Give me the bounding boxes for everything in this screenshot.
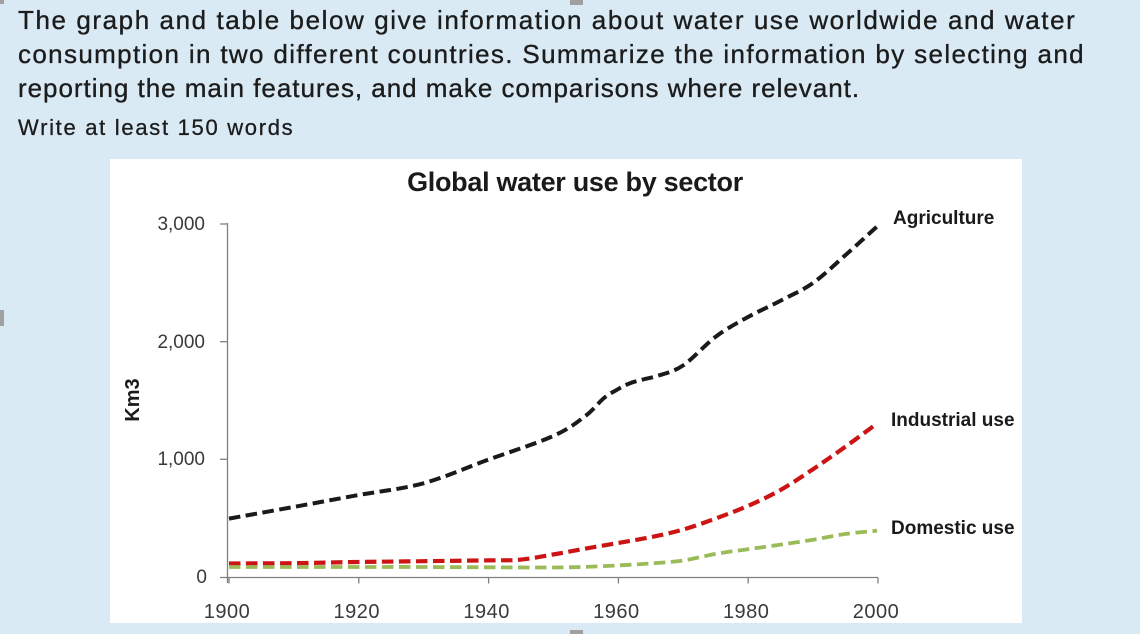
- svg-text:Domestic use: Domestic use: [891, 518, 1015, 539]
- svg-text:1960: 1960: [593, 601, 640, 623]
- svg-text:1920: 1920: [334, 601, 381, 623]
- svg-text:1900: 1900: [204, 601, 251, 623]
- svg-text:3,000: 3,000: [157, 214, 205, 235]
- svg-text:Agriculture: Agriculture: [893, 208, 994, 229]
- svg-text:Km3: Km3: [122, 378, 144, 421]
- svg-text:Industrial use: Industrial use: [891, 410, 1015, 431]
- svg-text:1,000: 1,000: [157, 449, 205, 470]
- svg-text:0: 0: [196, 567, 207, 588]
- svg-text:1980: 1980: [723, 601, 770, 623]
- svg-text:2,000: 2,000: [157, 332, 205, 353]
- svg-text:2000: 2000: [853, 601, 900, 623]
- svg-text:1940: 1940: [463, 601, 510, 623]
- svg-text:Global water use by sector: Global water use by sector: [407, 167, 744, 197]
